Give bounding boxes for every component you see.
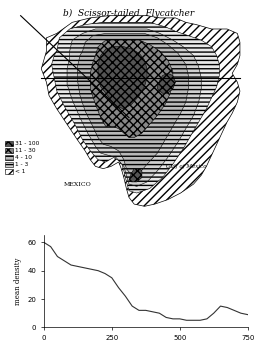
Legend: 31 - 100, 11 - 30, 4 - 10, 1 - 3, < 1: 31 - 100, 11 - 30, 4 - 10, 1 - 3, < 1 (3, 138, 42, 177)
Polygon shape (67, 29, 201, 186)
Polygon shape (129, 168, 142, 182)
Polygon shape (98, 47, 147, 109)
Polygon shape (90, 40, 173, 137)
Polygon shape (41, 16, 240, 206)
Y-axis label: mean density: mean density (14, 257, 22, 305)
Text: Gulf of Mexico: Gulf of Mexico (166, 164, 206, 169)
Polygon shape (77, 33, 188, 175)
Polygon shape (52, 23, 219, 193)
Text: b)  Scissor-tailed  Flycatcher: b) Scissor-tailed Flycatcher (63, 9, 195, 18)
Text: MEXICO: MEXICO (63, 182, 91, 187)
Polygon shape (157, 73, 175, 93)
